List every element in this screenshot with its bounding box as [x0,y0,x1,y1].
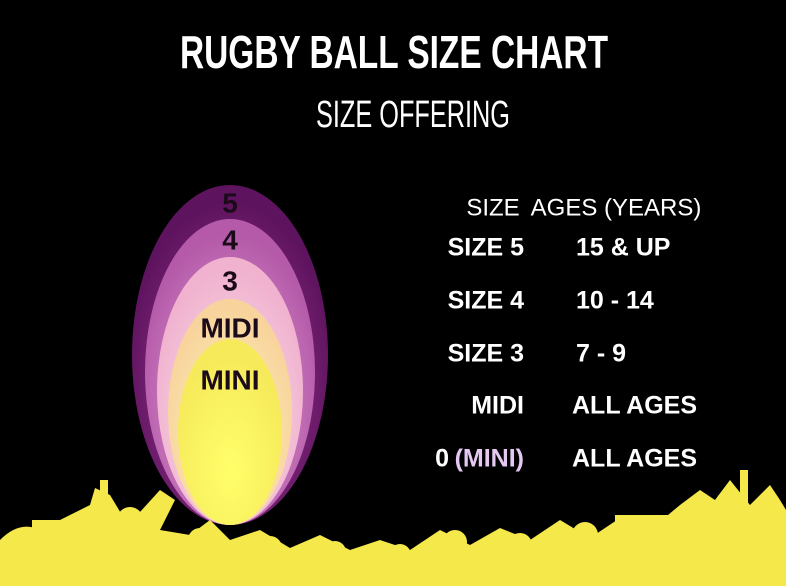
size-table: SIZE AGES (YEARS)SIZE 5 15 & UP SIZE 4 10 - … [435,194,701,472]
size-note: (MINI) [455,445,524,473]
size-cell: SIZE 3 [448,340,524,368]
ball-label: 3 [222,265,238,296]
size-cell: SIZE 4 [448,287,525,315]
size-cell: MIDI [471,392,524,420]
ball-label: 4 [222,224,238,255]
age-cell: ALL AGES [572,392,697,420]
column-header: AGES (YEARS) [531,194,702,221]
mini-layer [178,339,282,525]
title: RUGBY BALL SIZE CHART [180,26,608,78]
rugby-ball [132,185,328,525]
ball-label: MINI [200,364,259,395]
crowd-silhouette [0,470,786,586]
size-cell: 0 [435,445,449,473]
size-cell: SIZE 5 [448,234,525,262]
age-cell: 15 & UP [576,234,670,262]
ball-label: 5 [222,187,238,218]
age-cell: ALL AGES [572,445,697,473]
age-cell: 10 - 14 [576,287,654,315]
ball-label: MIDI [200,312,259,343]
ball-labels: 5 4 3 MIDI MINI [200,187,259,395]
age-cell: 7 - 9 [576,340,626,368]
subtitle: SIZE OFFERING [316,94,510,136]
column-header: SIZE [466,194,519,221]
